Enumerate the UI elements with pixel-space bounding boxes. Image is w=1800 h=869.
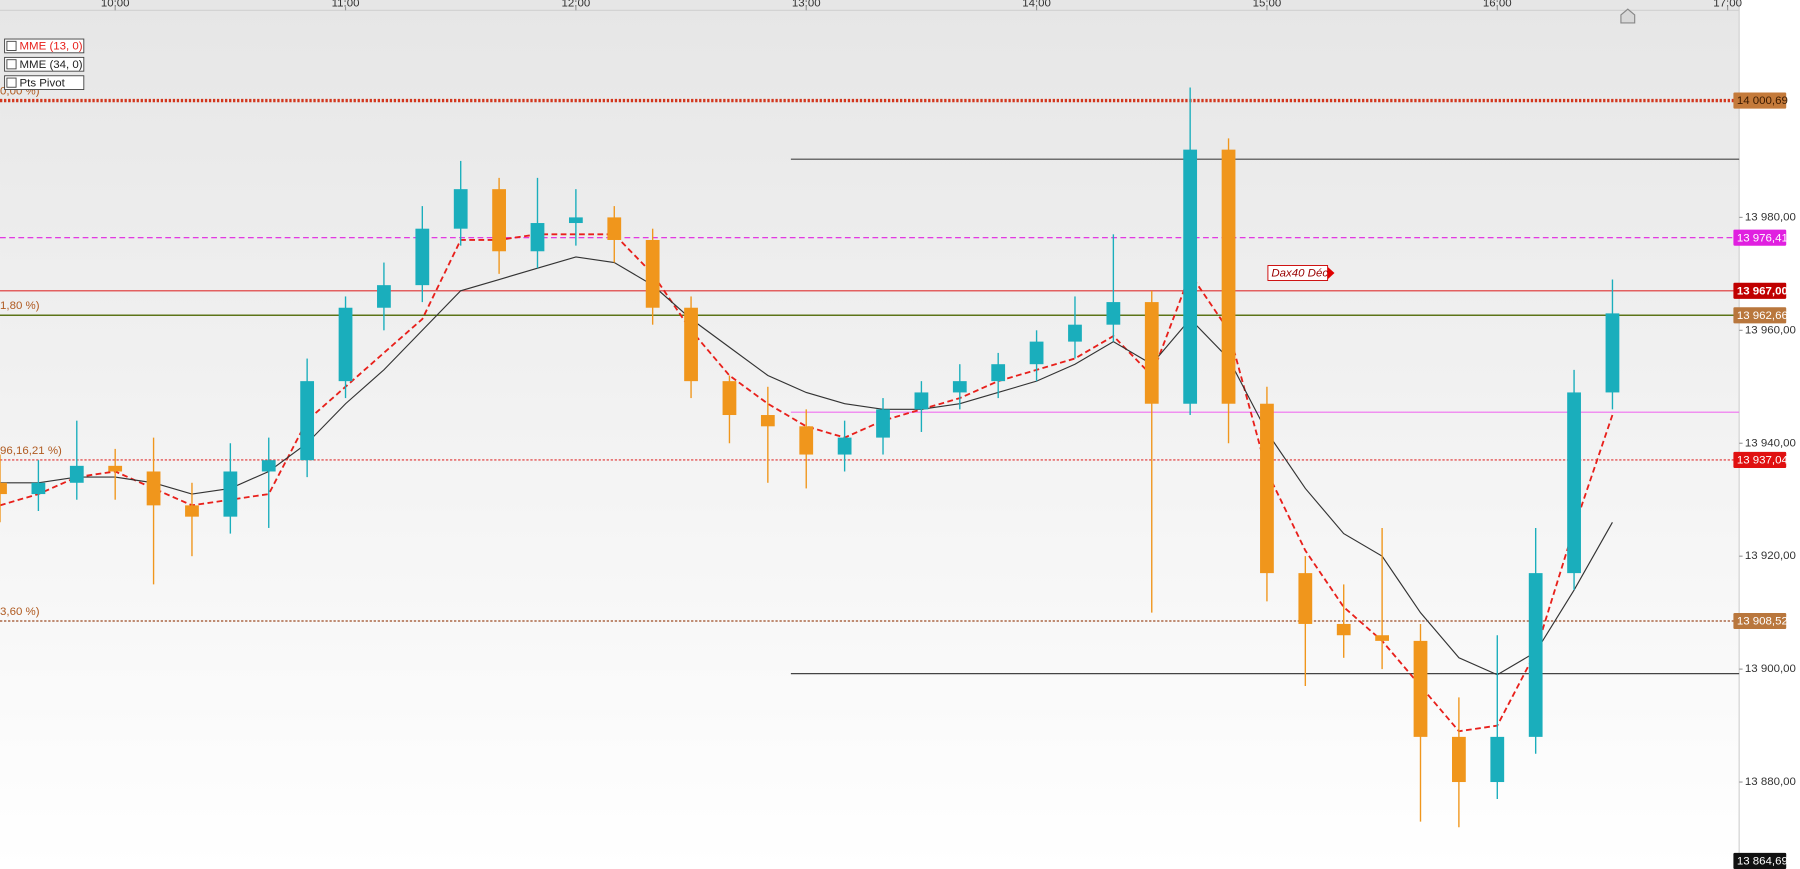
level-left-label: 1,80 %) bbox=[0, 300, 40, 312]
candle-body bbox=[722, 381, 737, 416]
candle-body bbox=[300, 381, 315, 461]
candle-body bbox=[492, 189, 506, 252]
x-tick-label: 12:00 bbox=[562, 0, 591, 9]
candle-body bbox=[1183, 149, 1198, 404]
level-marker bbox=[1733, 451, 1787, 469]
candle-body bbox=[223, 471, 238, 517]
candle-body bbox=[760, 415, 775, 427]
candle-body bbox=[684, 307, 698, 382]
y-axis-panel bbox=[1739, 0, 1800, 869]
annotation-arrow bbox=[1327, 266, 1335, 280]
level-marker bbox=[1733, 92, 1787, 109]
candle-body bbox=[1298, 573, 1313, 624]
plot-background bbox=[0, 0, 1740, 869]
candles bbox=[0, 87, 1620, 828]
level-marker bbox=[1733, 282, 1787, 299]
candle-body bbox=[914, 392, 929, 410]
legend: MME (13, 0) MME (34, 0) Pts Pivot Dax40 Déc bbox=[4, 38, 1335, 281]
candle-body bbox=[530, 223, 545, 252]
level-left-label: 96,16,21 %) bbox=[0, 445, 62, 457]
x-tick-label: 16:00 bbox=[1483, 0, 1512, 9]
level-marker-label: 13 937,04 bbox=[1737, 455, 1789, 467]
candle-body bbox=[1336, 623, 1351, 636]
candle-body bbox=[1605, 313, 1620, 393]
legend-item-box bbox=[4, 75, 85, 90]
x-tick-label: 13:00 bbox=[792, 0, 821, 9]
y-tick-label: 13 940,00 bbox=[1745, 437, 1796, 449]
y-tick-label: 13 980,00 bbox=[1745, 211, 1796, 223]
candle-body bbox=[991, 364, 1006, 382]
candle-body bbox=[31, 482, 46, 495]
candle-body bbox=[1106, 302, 1121, 325]
candle-body bbox=[952, 381, 967, 393]
candle-body bbox=[453, 189, 468, 229]
legend-toggle bbox=[6, 77, 17, 88]
x-tick-label: 10:00 bbox=[101, 0, 130, 9]
y-tick-label: 13 920,00 bbox=[1745, 550, 1796, 562]
candle-body bbox=[568, 217, 583, 224]
legend-label[interactable]: Pts Pivot bbox=[20, 77, 66, 89]
level-marker-label: 13 962,66 bbox=[1737, 310, 1788, 322]
home-icon[interactable] bbox=[1620, 8, 1636, 24]
candle-body bbox=[1144, 302, 1159, 404]
level-marker bbox=[1733, 307, 1787, 324]
y-tick-label: 13 960,00 bbox=[1745, 324, 1796, 336]
level-marker-label: 13 864,69 bbox=[1737, 856, 1788, 868]
x-tick-label: 17:00 bbox=[1713, 0, 1742, 9]
axes: 10:00 11:00 12:00 13:00 14:00 15:00 16:00 17:00… bbox=[101, 0, 1796, 869]
candle-body bbox=[0, 482, 7, 495]
legend-label[interactable]: MME (34, 0) bbox=[20, 59, 83, 71]
y-tick-label: 13 900,00 bbox=[1745, 663, 1796, 675]
legend-item-box bbox=[4, 56, 85, 72]
annotation-text: Dax40 Déc bbox=[1271, 268, 1328, 280]
level-marker-label: 14 000,69 bbox=[1737, 95, 1788, 107]
candle-body bbox=[645, 239, 660, 308]
level-left-label: 3,60 %) bbox=[0, 606, 40, 618]
candle-body bbox=[185, 505, 199, 517]
candle-body bbox=[799, 426, 814, 455]
level-marker bbox=[1733, 612, 1787, 630]
candle-body bbox=[69, 465, 84, 483]
level-marker bbox=[1733, 229, 1787, 246]
candle-body bbox=[415, 228, 430, 286]
candle-body bbox=[377, 285, 391, 308]
level-marker-label: 13 976,41 bbox=[1737, 232, 1788, 244]
candle-body bbox=[1068, 324, 1082, 342]
candle-body bbox=[1452, 736, 1466, 783]
candle-body bbox=[1221, 149, 1236, 404]
candle-body bbox=[1567, 392, 1581, 574]
level-marker-label: 13 908,52 bbox=[1737, 616, 1788, 628]
level-marker bbox=[1733, 852, 1787, 869]
candle-body bbox=[876, 409, 890, 438]
legend-item-box bbox=[4, 38, 85, 54]
y-tick-label: 13 880,00 bbox=[1745, 776, 1796, 788]
candle-body bbox=[1375, 635, 1389, 641]
x-tick-label: 14:00 bbox=[1022, 0, 1051, 9]
legend-label[interactable]: MME (13, 0) bbox=[20, 41, 83, 53]
x-tick-label: 15:00 bbox=[1253, 0, 1282, 9]
x-tick-label: 11:00 bbox=[332, 0, 360, 9]
candle-body bbox=[607, 217, 622, 240]
candle-body bbox=[338, 307, 353, 382]
candle-body bbox=[837, 437, 852, 455]
candle-body bbox=[108, 465, 123, 472]
legend-toggle bbox=[6, 40, 17, 51]
candle-body bbox=[1490, 736, 1505, 783]
level-marker-label: 13 967,00 bbox=[1737, 285, 1788, 297]
legend-toggle bbox=[6, 59, 17, 70]
candle-body bbox=[1029, 341, 1044, 365]
candle-body bbox=[1413, 640, 1428, 737]
candle-body bbox=[261, 460, 276, 472]
candle-body bbox=[1260, 403, 1274, 574]
candle-body bbox=[1528, 573, 1543, 737]
candle-body bbox=[146, 471, 161, 506]
